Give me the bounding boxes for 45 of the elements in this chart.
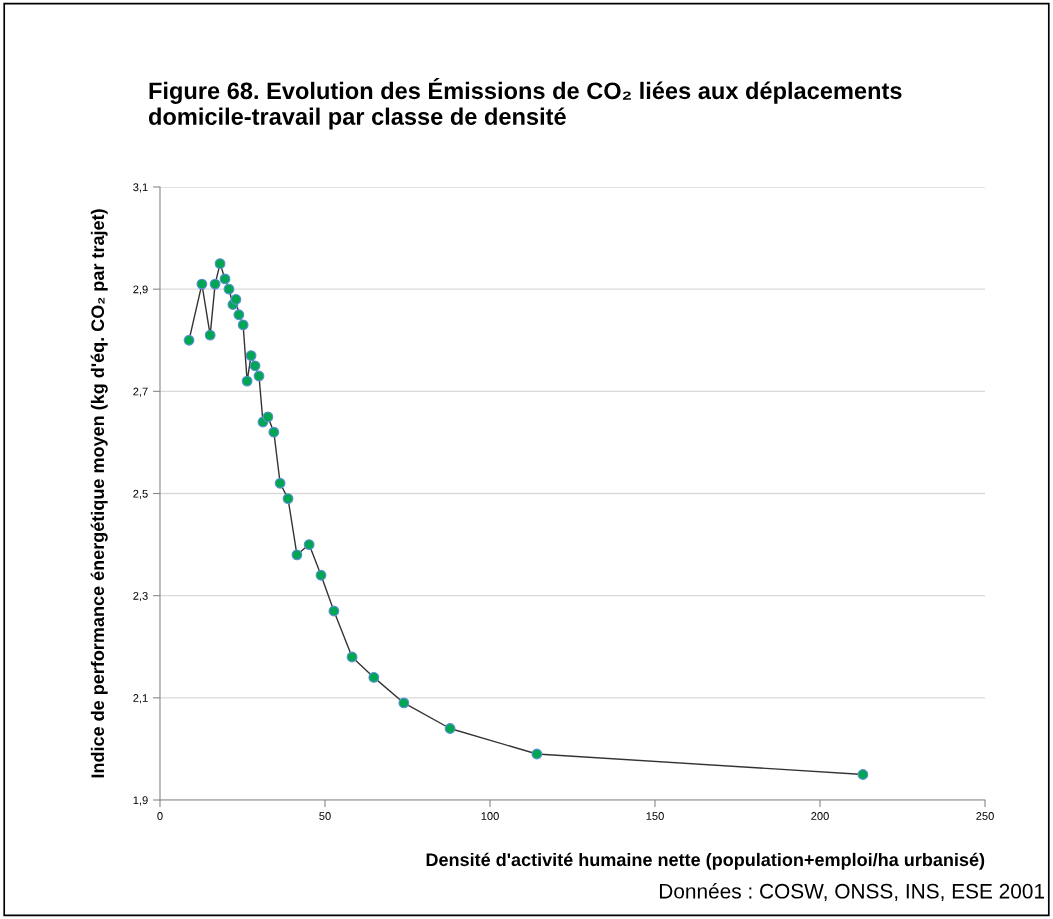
point — [204, 329, 216, 341]
x-tick-label: 150 — [646, 812, 664, 820]
point — [315, 569, 327, 581]
point — [253, 370, 265, 382]
point — [223, 283, 235, 295]
point — [209, 278, 221, 290]
chart-title: Figure 68. Evolution des Émissions de CO₂ liées aux déplacements domicile-travail par classe de densité — [148, 78, 902, 130]
point — [857, 769, 869, 780]
point — [268, 426, 280, 438]
y-tick-label: 3,1 — [133, 183, 148, 193]
point — [328, 605, 340, 617]
point — [245, 350, 257, 361]
point — [398, 697, 410, 709]
x-tick-label: 250 — [976, 812, 994, 820]
point — [346, 651, 358, 663]
point — [219, 273, 231, 285]
point — [274, 477, 286, 489]
y-tick-label: 2,3 — [133, 591, 148, 602]
y-tick-label: 2,9 — [133, 285, 148, 295]
point — [214, 258, 226, 270]
y-axis-title: Indice de performance énergétique moyen (kg d'éq. CO₂ par trajet) — [90, 209, 108, 778]
x-tick-label: 0 — [157, 812, 163, 820]
point — [230, 293, 242, 305]
point — [196, 278, 208, 290]
y-tick-label: 1,9 — [133, 796, 148, 806]
x-tick-label: 50 — [319, 812, 331, 820]
point — [368, 671, 380, 683]
text: Données : COSW, ONSS, INS, ESE 2001 — [659, 883, 1044, 902]
y-tick-label: 2,5 — [133, 489, 148, 499]
point — [282, 493, 294, 505]
point — [233, 309, 245, 321]
point — [444, 723, 456, 734]
point — [183, 334, 195, 346]
point — [249, 360, 261, 372]
y-tick-label: 2,7 — [133, 387, 148, 397]
point — [237, 319, 249, 331]
y-tick-label: 2,1 — [133, 694, 148, 704]
point — [531, 748, 543, 760]
x-tick-label: 200 — [811, 812, 829, 820]
point — [291, 549, 303, 561]
x-axis-title: Densité d'activité humaine nette (population+emploi/ha urbanisé) — [426, 852, 985, 870]
point — [262, 411, 274, 423]
point — [241, 375, 253, 387]
point — [303, 539, 315, 550]
x-tick-label: 100 — [481, 812, 499, 820]
